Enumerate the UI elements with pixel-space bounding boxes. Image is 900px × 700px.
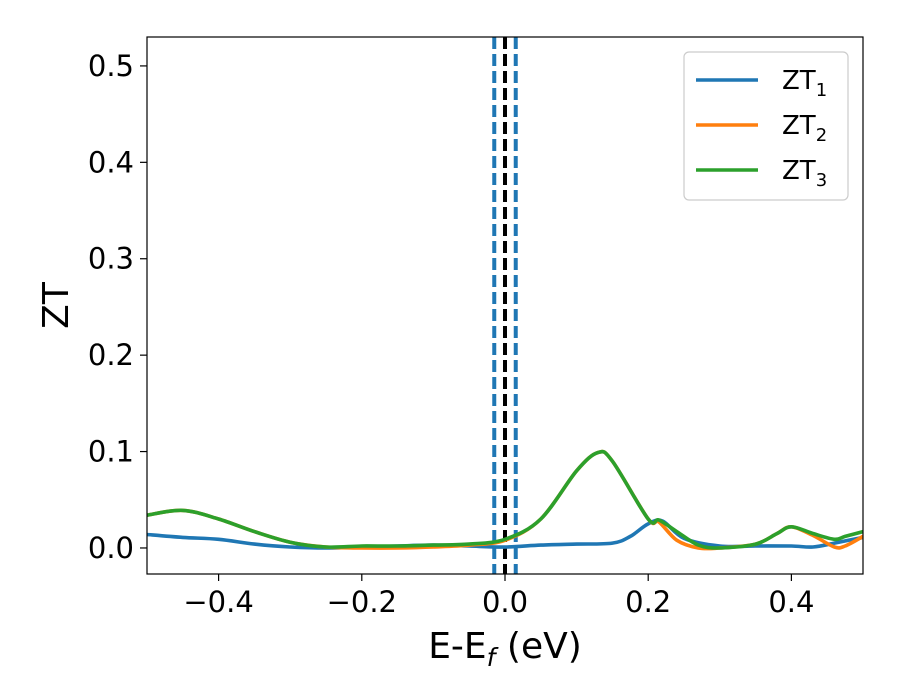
x-tick-label-3: 0.2 [625,585,671,619]
y-tick-label-3: 0.3 [88,242,134,276]
axis-labels: E-Ef (eV) ZT [36,281,582,672]
y-tick-label-1: 0.1 [88,435,134,469]
x-tick-label-1: −0.2 [327,585,397,619]
series-line-1 [147,518,863,550]
legend-label-2: ZT2 [782,111,827,146]
y-tick-label-0: 0.0 [88,531,134,565]
legend-label-1: ZT1 [782,66,827,101]
x-tick-label-0: −0.4 [183,585,253,619]
x-tick-label-4: 0.4 [768,585,814,619]
y-ticks: 0.0 0.1 0.2 0.3 0.4 0.5 [88,49,147,565]
legend-label-3: ZT3 [782,156,827,191]
x-tick-label-2: 0.0 [482,585,528,619]
y-tick-label-4: 0.4 [88,145,134,179]
y-axis-label: ZT [36,281,77,329]
y-tick-label-2: 0.2 [88,338,134,372]
legend: ZT1 ZT2 ZT3 [683,51,849,201]
legend-box [683,51,849,201]
x-ticks: −0.4 −0.2 0.0 0.2 0.4 [183,574,814,619]
series-line-3 [147,449,863,550]
y-tick-label-5: 0.5 [88,49,134,83]
series-lines [147,449,863,551]
reference-lines [492,37,518,574]
x-axis-label: E-Ef (eV) [428,626,582,672]
